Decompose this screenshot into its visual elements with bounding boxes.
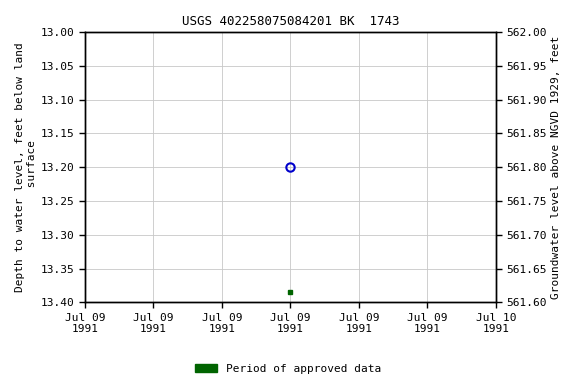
Title: USGS 402258075084201 BK  1743: USGS 402258075084201 BK 1743 — [181, 15, 399, 28]
Legend: Period of approved data: Period of approved data — [191, 359, 385, 379]
Y-axis label: Depth to water level, feet below land
 surface: Depth to water level, feet below land su… — [15, 42, 37, 292]
Y-axis label: Groundwater level above NGVD 1929, feet: Groundwater level above NGVD 1929, feet — [551, 36, 561, 299]
